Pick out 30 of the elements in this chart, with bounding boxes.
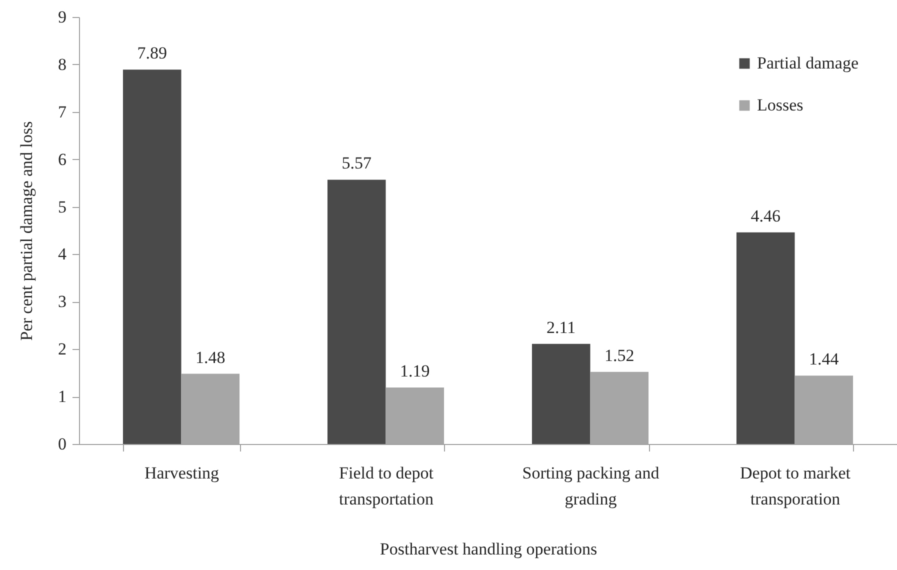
data-label: 2.11 bbox=[546, 318, 576, 337]
y-tick-label: 1 bbox=[58, 387, 66, 406]
data-label: 1.19 bbox=[400, 362, 430, 381]
y-tick-label: 3 bbox=[58, 292, 66, 312]
bar bbox=[532, 344, 590, 444]
data-label: 1.44 bbox=[809, 350, 840, 369]
x-axis-title: Postharvest handling operations bbox=[380, 540, 598, 558]
x-tick-label: Depot to market transporation bbox=[740, 464, 851, 508]
data-label: 7.89 bbox=[137, 44, 167, 63]
data-label: 1.48 bbox=[196, 348, 226, 367]
x-tick-label: Sorting packing and grading bbox=[522, 464, 660, 508]
data-label: 5.57 bbox=[342, 154, 372, 173]
y-tick-label: 7 bbox=[58, 102, 67, 122]
bar bbox=[736, 232, 795, 444]
x-tick-label: Harvesting bbox=[144, 464, 220, 482]
data-label: 1.52 bbox=[604, 346, 634, 365]
legend-label: Losses bbox=[757, 96, 804, 114]
y-tick-label: 8 bbox=[58, 54, 66, 74]
y-tick-label: 9 bbox=[58, 8, 66, 26]
y-tick-label: 2 bbox=[58, 340, 66, 359]
y-axis-title: Per cent partial damage and loss bbox=[17, 121, 36, 341]
x-tick-label: Field to depot transportation bbox=[339, 464, 434, 508]
legend-label: Partial damage bbox=[757, 54, 858, 72]
data-label: 4.46 bbox=[750, 206, 780, 226]
y-tick-label: 6 bbox=[58, 150, 66, 169]
bar bbox=[327, 180, 386, 444]
y-tick-label: 0 bbox=[58, 434, 66, 454]
y-tick-label: 5 bbox=[58, 197, 66, 216]
bar bbox=[122, 70, 182, 444]
y-tick-label: 4 bbox=[58, 244, 67, 264]
